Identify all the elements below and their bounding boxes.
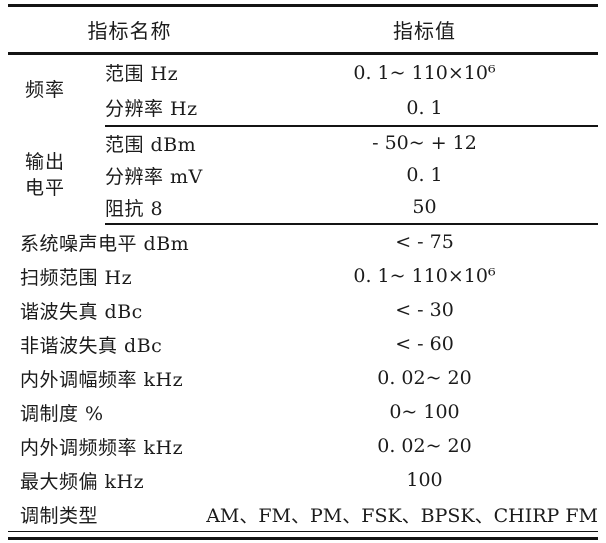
group-frequency: 频率 范围 Hz 0. 1~ 110×10⁶ 分辨率 Hz 0. 1 [8, 55, 598, 127]
row-label: 最大频偏 kHz [20, 470, 145, 493]
table-row: 内外调频频率 kHz 0. 02~ 20 [8, 429, 598, 463]
group-frequency-rows: 范围 Hz 0. 1~ 110×10⁶ 分辨率 Hz 0. 1 [105, 55, 598, 127]
table-row: 谐波失真 dBc < - 30 [8, 293, 598, 327]
row-value: 0. 02~ 20 [377, 367, 472, 389]
spec-table: 指标名称 指标值 频率 范围 Hz 0. 1~ 110×10⁶ 分辨率 Hz 0… [8, 4, 598, 540]
row-label: 调制度 % [20, 402, 104, 425]
table-row: 分辨率 mV 0. 1 [105, 159, 598, 191]
table-row: 范围 Hz 0. 1~ 110×10⁶ [105, 55, 598, 90]
header-indicator-name: 指标名称 [87, 19, 172, 43]
row-label: 扫频范围 Hz [20, 266, 133, 289]
row-label: 阻抗 8 [105, 197, 164, 220]
table-row: 调制类型 AM、FM、PM、FSK、BPSK、CHIRP FM [8, 497, 598, 531]
row-value: < - 75 [395, 231, 454, 253]
row-value: 0~ 100 [389, 401, 460, 423]
row-value: 0. 1 [406, 164, 443, 186]
row-label: 范围 dBm [105, 133, 197, 156]
group-label-output-level: 输出电平 [8, 127, 105, 225]
table-row: 分辨率 Hz 0. 1 [105, 90, 598, 125]
row-label: 范围 Hz [105, 63, 179, 85]
group-label-text: 频率 [25, 79, 66, 102]
row-label: 分辨率 mV [105, 165, 203, 188]
row-value: 0. 1~ 110×10⁶ [353, 61, 496, 84]
group-output-level: 输出电平 范围 dBm - 50~ + 12 分辨率 mV 0. 1 阻抗 8 … [8, 127, 598, 225]
table-header-row: 指标名称 指标值 [8, 7, 598, 55]
row-value: 0. 1 [406, 96, 443, 119]
table-row: 范围 dBm - 50~ + 12 [105, 127, 598, 159]
header-indicator-value: 指标值 [393, 19, 456, 43]
row-label: 分辨率 Hz [105, 98, 198, 120]
flat-rows: 系统噪声电平 dBm < - 75 扫频范围 Hz 0. 1~ 110×10⁶ … [8, 225, 598, 532]
row-value: 0. 1~ 110×10⁶ [353, 265, 496, 287]
row-value: 50 [412, 196, 437, 218]
group-label-frequency: 频率 [8, 55, 105, 127]
row-value: < - 60 [395, 333, 454, 355]
table-row: 最大频偏 kHz 100 [8, 463, 598, 497]
row-value: < - 30 [395, 299, 454, 321]
row-value: - 50~ + 12 [372, 132, 477, 154]
row-value: AM、FM、PM、FSK、BPSK、CHIRP FM [206, 504, 598, 527]
table-row: 系统噪声电平 dBm < - 75 [8, 225, 598, 259]
table-row: 内外调幅频率 kHz 0. 02~ 20 [8, 361, 598, 395]
table-row: 非谐波失真 dBc < - 60 [8, 327, 598, 361]
table-row: 调制度 % 0~ 100 [8, 395, 598, 429]
group-label-text: 输出电平 [25, 151, 66, 199]
row-label: 内外调幅频率 kHz [20, 368, 184, 391]
row-label: 非谐波失真 dBc [20, 334, 163, 357]
row-value: 0. 02~ 20 [377, 435, 472, 457]
table-row: 阻抗 8 50 [105, 191, 598, 223]
table-row: 扫频范围 Hz 0. 1~ 110×10⁶ [8, 259, 598, 293]
row-value: 100 [406, 469, 443, 491]
row-label: 内外调频频率 kHz [20, 436, 184, 459]
row-label: 系统噪声电平 dBm [20, 232, 190, 255]
row-label: 调制类型 [20, 504, 99, 527]
group-output-level-rows: 范围 dBm - 50~ + 12 分辨率 mV 0. 1 阻抗 8 50 [105, 127, 598, 225]
row-label: 谐波失真 dBc [20, 300, 143, 323]
table-bottom-rule [8, 532, 598, 540]
